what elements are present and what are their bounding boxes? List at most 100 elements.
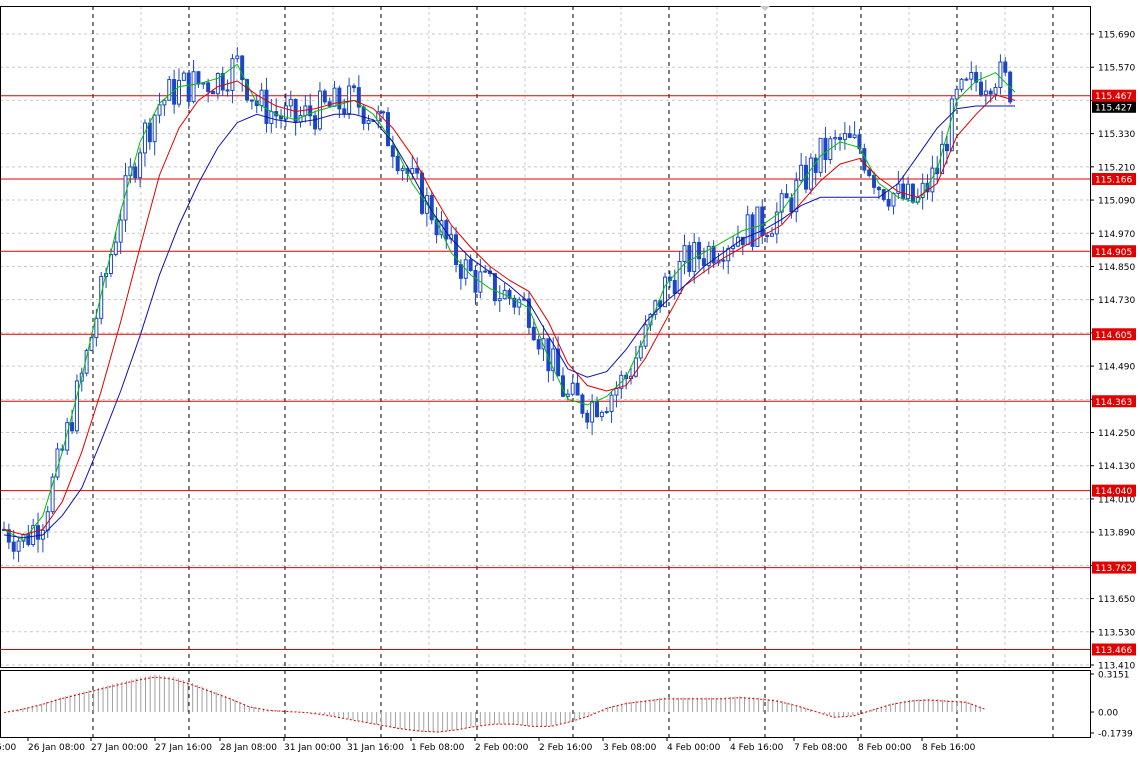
candle-body [750, 214, 755, 247]
x-tick-label: 27 Jan 00:00 [91, 743, 148, 753]
candle-body [366, 119, 371, 124]
y-tick-label: 115.330 [1098, 130, 1135, 140]
y-tick-label: 113.410 [1098, 662, 1135, 672]
candle-body [692, 241, 697, 272]
y-tick-label: 114.850 [1098, 263, 1135, 273]
candle-body [852, 134, 857, 138]
candle-body [245, 79, 250, 101]
candle-body [36, 525, 41, 540]
x-tick-label: 28 Jan 08:00 [220, 743, 277, 753]
candle-body [385, 112, 390, 147]
candle-body [711, 245, 716, 264]
candle-body [347, 85, 352, 115]
moving-average-line-2 [3, 80, 1016, 536]
candle-body [769, 233, 774, 237]
candle-body [906, 183, 911, 200]
candle-body [964, 78, 969, 81]
candle-body [225, 89, 230, 92]
candle-body [925, 182, 930, 193]
candle-body [211, 90, 216, 95]
candle-body [167, 79, 172, 101]
candle-body [599, 411, 604, 418]
x-tick-label: 2 Feb 16:00 [539, 743, 593, 753]
candle-body [118, 219, 123, 243]
candle-body [721, 259, 726, 262]
candle-body [381, 111, 386, 114]
level-label: 115.166 [1095, 176, 1132, 186]
candle-body [590, 401, 595, 423]
candle-body [483, 270, 488, 273]
level-label: 113.466 [1095, 646, 1132, 656]
candle-body [978, 81, 983, 96]
candle-body [215, 72, 220, 95]
candle-body [604, 411, 609, 414]
grid [0, 6, 1090, 737]
candle-body [94, 317, 99, 339]
candle-body [308, 105, 313, 117]
candle-body [415, 167, 420, 174]
candle-body [473, 270, 478, 293]
candle-body [857, 134, 862, 150]
candle-body [356, 87, 361, 108]
candle-body [536, 339, 541, 350]
candle-body [784, 193, 789, 199]
candle-body [298, 115, 303, 123]
candle-body [497, 298, 502, 302]
candle-body [361, 106, 366, 124]
x-tick-label: 8 Feb 16:00 [922, 743, 976, 753]
candle-body [974, 72, 979, 83]
chart-frames [0, 6, 1091, 738]
candle-body [556, 348, 561, 377]
candle-body [789, 197, 794, 213]
y-tick-label: 113.890 [1098, 529, 1135, 539]
main-frame [0, 6, 1091, 668]
candle-body [176, 79, 181, 105]
candle-body [206, 82, 211, 92]
candle-body [594, 401, 599, 418]
y-tick-label: 113.530 [1098, 628, 1135, 638]
candle-body [983, 90, 988, 96]
y-tick-label: 115.570 [1098, 64, 1135, 74]
x-tick-label: 7 Feb 08:00 [794, 743, 848, 753]
x-tick-label: 8 Feb 00:00 [858, 743, 912, 753]
candle-body [677, 260, 682, 295]
candles [2, 47, 1013, 563]
candle-body [765, 235, 770, 238]
candle-body [74, 380, 79, 432]
candle-body [838, 137, 843, 141]
candle-body [697, 241, 702, 260]
candle-body [949, 98, 954, 152]
level-label-box [1092, 173, 1136, 186]
candle-body [70, 422, 75, 432]
level-labels: 115.467 115.166 114.905 114.605 114.363 114.0… [1092, 89, 1136, 656]
candle-body [993, 86, 998, 95]
candle-body [31, 525, 36, 545]
candle-body [351, 85, 356, 89]
candle-body [264, 89, 269, 124]
candle-body [240, 55, 245, 81]
y-tick-label: 114.010 [1098, 495, 1135, 505]
level-label: 115.467 [1095, 92, 1132, 102]
candle-body [429, 195, 434, 221]
candle-body [808, 157, 813, 190]
level-label-box [1092, 643, 1136, 656]
candle-body [113, 241, 118, 256]
candle-body [867, 169, 872, 176]
x-tick-label: 26 Jan 08:00 [28, 743, 85, 753]
candle-body [701, 258, 706, 266]
current-price-label: 115.427 [1095, 103, 1132, 113]
candle-body [901, 183, 906, 200]
candle-body [147, 122, 152, 143]
candle-body [682, 245, 687, 262]
osc-y-tick-label: 0.3151 [1098, 671, 1130, 681]
candle-body [434, 219, 439, 236]
level-label: 114.605 [1095, 331, 1132, 341]
candle-body [133, 166, 138, 179]
x-tick-label: 4 Feb 00:00 [667, 743, 721, 753]
candle-body [551, 348, 556, 372]
candle-body [954, 88, 959, 100]
y-tick-label: 114.130 [1098, 462, 1135, 472]
candle-body [400, 168, 405, 172]
